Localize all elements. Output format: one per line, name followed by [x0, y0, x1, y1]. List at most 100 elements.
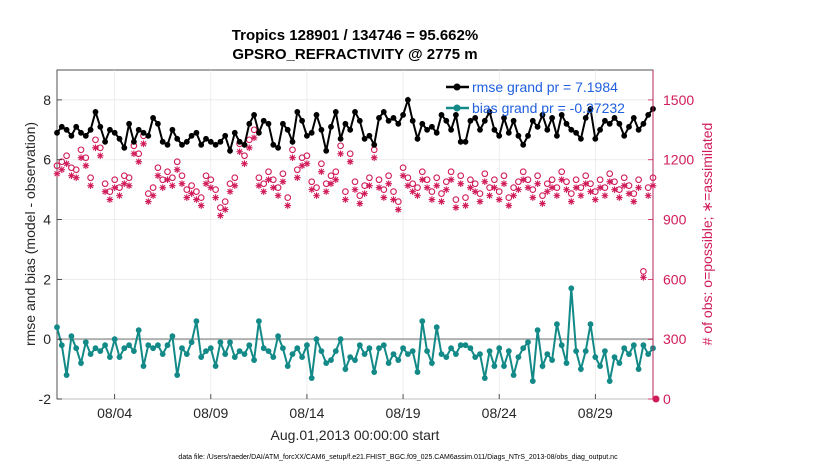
bias-point-5 — [78, 360, 84, 366]
obs-possible-point-35 — [221, 198, 229, 205]
obs-assimilated-point-105 — [558, 176, 565, 183]
rmse-point-53 — [308, 129, 315, 136]
obs-possible-point-5 — [77, 146, 85, 154]
obs-assimilated-point-100 — [534, 180, 541, 187]
rmse-point-80 — [438, 112, 445, 118]
obs-assimilated-point-45 — [269, 184, 277, 191]
bias-point-117 — [616, 360, 623, 366]
rmse-point-105 — [558, 112, 565, 118]
obs-assimilated-point-47 — [279, 178, 287, 185]
obs-possible-point-32 — [207, 176, 215, 184]
bias-point-59 — [337, 336, 344, 343]
bias-point-109 — [578, 366, 584, 372]
rmse-point-13 — [116, 135, 123, 142]
obs-assimilated-point-4 — [72, 174, 80, 181]
obs-assimilated-point-102 — [543, 188, 551, 195]
rmse-point-5 — [78, 129, 84, 136]
bias-point-108 — [573, 348, 579, 354]
rmse-point-97 — [520, 141, 527, 148]
legend-bias-label: bias grand pr = -0.37232 — [472, 100, 625, 116]
obs-assimilated-point-118 — [620, 182, 628, 189]
rmse-point-113 — [597, 126, 603, 133]
bias-point-88 — [477, 351, 483, 357]
rmse-point-92 — [496, 132, 503, 139]
obs-possible-point-20 — [149, 184, 157, 191]
obs-assimilated-point-31 — [202, 180, 210, 187]
obs-assimilated-point-60 — [342, 196, 349, 203]
bias-point-112 — [592, 354, 599, 360]
rmse-point-74 — [409, 117, 416, 124]
bias-point-57 — [328, 357, 334, 363]
bias-point-10 — [102, 342, 108, 349]
obs-possible-point-4 — [72, 166, 80, 174]
rmse-point-86 — [467, 117, 474, 124]
obs-assimilated-point-57 — [327, 180, 335, 187]
bias-point-36 — [227, 339, 233, 346]
obs-possible-point-115 — [606, 170, 614, 178]
bias-point-66 — [371, 369, 378, 375]
obs-assimilated-point-61 — [346, 158, 354, 166]
obs-possible-point-82 — [447, 168, 455, 176]
bias-point-89 — [481, 375, 488, 381]
obs-assimilated-point-113 — [596, 184, 604, 191]
rmse-point-9 — [97, 123, 104, 130]
obs-assimilated-point-10 — [101, 188, 109, 195]
rmse-point-11 — [107, 126, 113, 133]
obs-assimilated-point-91 — [491, 184, 498, 191]
bias-point-110 — [582, 348, 589, 354]
obs-possible-point-25 — [173, 158, 181, 166]
obs-possible-point-55 — [318, 160, 325, 168]
bias-point-38 — [236, 348, 243, 354]
obs-possible-point-72 — [399, 164, 407, 172]
obs-assimilated-point-14 — [120, 180, 128, 187]
bias-point-58 — [332, 348, 339, 354]
obs-possible-point-102 — [543, 180, 551, 188]
rmse-point-93 — [501, 115, 507, 121]
bias-point-81 — [443, 354, 450, 360]
rmse-point-56 — [323, 147, 330, 154]
bias-point-69 — [385, 360, 392, 366]
obs-assimilated-point-90 — [486, 192, 493, 199]
bias-point-92 — [496, 345, 503, 352]
obs-assimilated-point-94 — [505, 202, 513, 209]
rmse-point-122 — [640, 120, 647, 127]
obs-assimilated-point-98 — [524, 184, 532, 191]
obs-assimilated-point-120 — [630, 198, 638, 205]
y2-axis-label: # of obs: o=possible; ∗=assimilated — [699, 123, 715, 346]
obs-assimilated-point-107 — [567, 198, 575, 205]
rmse-point-81 — [443, 117, 450, 124]
bias-point-29 — [193, 318, 200, 325]
bias-series — [54, 285, 656, 384]
rmse-point-57 — [328, 123, 334, 130]
obs-assimilated-point-34 — [217, 212, 224, 219]
bias-point-85 — [462, 342, 469, 349]
obs-assimilated-point-36 — [226, 188, 234, 195]
obs-assimilated-point-54 — [313, 192, 320, 199]
rmse-point-115 — [606, 120, 613, 127]
obs-assimilated-point-115 — [606, 178, 614, 185]
rmse-point-62 — [352, 109, 358, 115]
bias-point-95 — [510, 372, 517, 378]
obs-assimilated-point-64 — [361, 190, 368, 197]
obs-possible-point-31 — [202, 172, 210, 180]
bias-point-116 — [611, 354, 618, 360]
obs-assimilated-point-30 — [197, 202, 205, 209]
rmse-point-72 — [400, 112, 406, 118]
rmse-point-19 — [145, 132, 152, 139]
bias-point-52 — [304, 342, 310, 349]
bias-point-61 — [347, 354, 354, 360]
rmse-point-30 — [198, 141, 205, 148]
obs-assimilated-point-18 — [140, 140, 147, 148]
bias-point-60 — [342, 366, 349, 372]
bias-point-90 — [486, 348, 493, 354]
rmse-point-52 — [304, 132, 310, 139]
obs-assimilated-point-48 — [284, 202, 292, 209]
footer-data-file: data file: /Users/raeder/DAI/ATM_forcXX/… — [178, 454, 618, 461]
bias-point-113 — [597, 363, 603, 369]
obs-possible-point-65 — [366, 174, 373, 182]
obs-assimilated-point-83 — [452, 204, 460, 211]
rmse-point-114 — [602, 117, 608, 124]
rmse-point-68 — [380, 109, 387, 115]
rmse-point-69 — [385, 117, 392, 124]
